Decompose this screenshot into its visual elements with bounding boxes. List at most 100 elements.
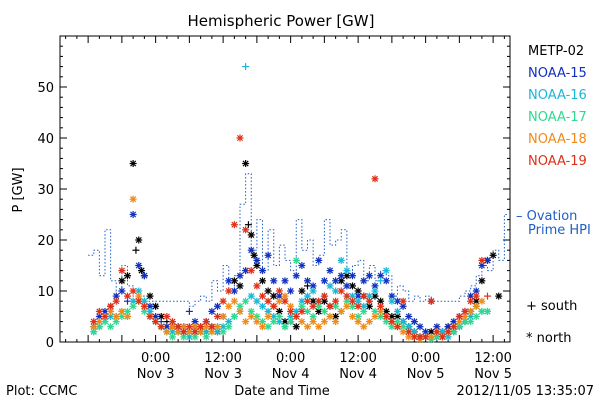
point-noaa-15	[135, 262, 143, 269]
point-noaa-19	[433, 328, 441, 336]
point-metp-02	[244, 221, 252, 229]
point-noaa-19	[146, 313, 154, 320]
south-marker-legend: + south	[526, 299, 577, 314]
point-noaa-19	[247, 267, 255, 275]
point-noaa-17	[191, 333, 199, 341]
x-tick-time-label: 0:00	[276, 351, 305, 366]
point-noaa-17	[230, 313, 238, 320]
point-noaa-17	[270, 318, 278, 326]
point-noaa-17	[304, 307, 311, 315]
point-metp-02	[478, 277, 486, 285]
point-noaa-18	[349, 313, 356, 320]
point-noaa-19	[287, 307, 295, 315]
point-noaa-16	[377, 277, 385, 285]
point-metp-02	[270, 292, 278, 300]
point-noaa-19	[320, 292, 328, 300]
point-metp-02	[320, 297, 328, 305]
point-noaa-19	[124, 292, 131, 300]
point-metp-02	[118, 277, 126, 285]
point-noaa-18	[343, 302, 351, 310]
point-noaa-16	[242, 63, 250, 71]
point-noaa-16	[309, 287, 317, 295]
point-metp-02	[129, 160, 137, 167]
y-tick-label: 20	[37, 234, 54, 249]
point-noaa-16	[253, 297, 261, 305]
ovation-label-line2: Prime HPI	[528, 223, 591, 238]
point-noaa-19	[180, 328, 188, 336]
point-noaa-19	[405, 328, 413, 336]
point-noaa-18	[253, 318, 261, 326]
point-noaa-18	[124, 313, 131, 320]
point-noaa-17	[107, 323, 115, 331]
point-noaa-19	[169, 318, 176, 326]
point-noaa-17	[225, 323, 233, 331]
point-noaa-15	[247, 246, 255, 254]
point-noaa-18	[242, 318, 250, 326]
point-noaa-19	[377, 302, 385, 310]
y-tick-label: 0	[46, 336, 54, 351]
point-noaa-19	[427, 297, 435, 305]
point-noaa-18	[337, 307, 345, 315]
point-noaa-16	[394, 307, 401, 315]
x-tick-date-label: Nov 4	[272, 367, 310, 382]
point-noaa-15	[360, 277, 368, 285]
point-noaa-16	[326, 282, 334, 290]
point-noaa-15	[416, 323, 424, 331]
data-points-layer	[90, 63, 503, 343]
point-noaa-19	[95, 307, 103, 315]
point-noaa-18	[129, 195, 137, 203]
point-noaa-19	[382, 313, 390, 320]
point-noaa-16	[382, 267, 390, 275]
point-noaa-19	[163, 313, 171, 320]
point-noaa-15	[140, 272, 148, 280]
point-metp-02	[132, 246, 140, 254]
point-noaa-15	[287, 287, 295, 295]
point-noaa-17	[292, 256, 300, 264]
x-tick-time-label: 12:00	[474, 351, 511, 366]
x-tick-time-label: 12:00	[339, 351, 376, 366]
point-noaa-17	[242, 297, 250, 305]
point-metp-02	[298, 287, 306, 295]
point-noaa-16	[343, 267, 351, 275]
point-metp-02	[495, 292, 503, 300]
point-noaa-18	[309, 318, 317, 326]
point-noaa-19	[422, 333, 430, 341]
point-noaa-18	[360, 323, 368, 331]
point-noaa-18	[225, 302, 233, 310]
point-noaa-18	[467, 307, 475, 315]
point-noaa-19	[230, 221, 238, 229]
point-noaa-15	[281, 277, 289, 285]
point-noaa-19	[309, 302, 317, 310]
point-noaa-17	[264, 323, 272, 331]
point-metp-02	[489, 251, 497, 259]
point-noaa-18	[230, 297, 238, 305]
point-noaa-16	[332, 287, 340, 295]
point-noaa-15	[236, 272, 244, 280]
point-noaa-17	[275, 313, 283, 320]
x-tick-date-label: Nov 3	[204, 367, 242, 382]
point-noaa-19	[202, 318, 210, 326]
point-noaa-18	[478, 297, 486, 305]
point-metp-02	[264, 287, 272, 295]
point-noaa-17	[281, 323, 289, 331]
point-metp-02	[242, 160, 250, 167]
point-noaa-18	[371, 313, 379, 320]
y-axis: 0 10 20 30 40 50	[37, 45, 510, 351]
point-noaa-16	[259, 302, 266, 310]
point-noaa-18	[399, 328, 407, 336]
legend-item-noaa-17: NOAA-17	[528, 110, 587, 125]
point-noaa-17	[467, 318, 475, 326]
point-metp-02	[124, 272, 131, 280]
point-noaa-15	[118, 287, 126, 295]
point-noaa-18	[112, 313, 120, 320]
point-noaa-16	[354, 297, 362, 305]
point-noaa-17	[219, 328, 227, 336]
point-noaa-17	[202, 333, 210, 341]
point-noaa-15	[304, 277, 311, 285]
point-noaa-18	[298, 318, 306, 326]
point-noaa-19	[461, 307, 469, 315]
point-noaa-19	[467, 297, 475, 305]
point-noaa-19	[292, 313, 300, 320]
y-tick-label: 50	[37, 81, 54, 96]
legend: METP-02 NOAA-15 NOAA-16 NOAA-17 NOAA-18 NOAA-…	[528, 44, 587, 169]
